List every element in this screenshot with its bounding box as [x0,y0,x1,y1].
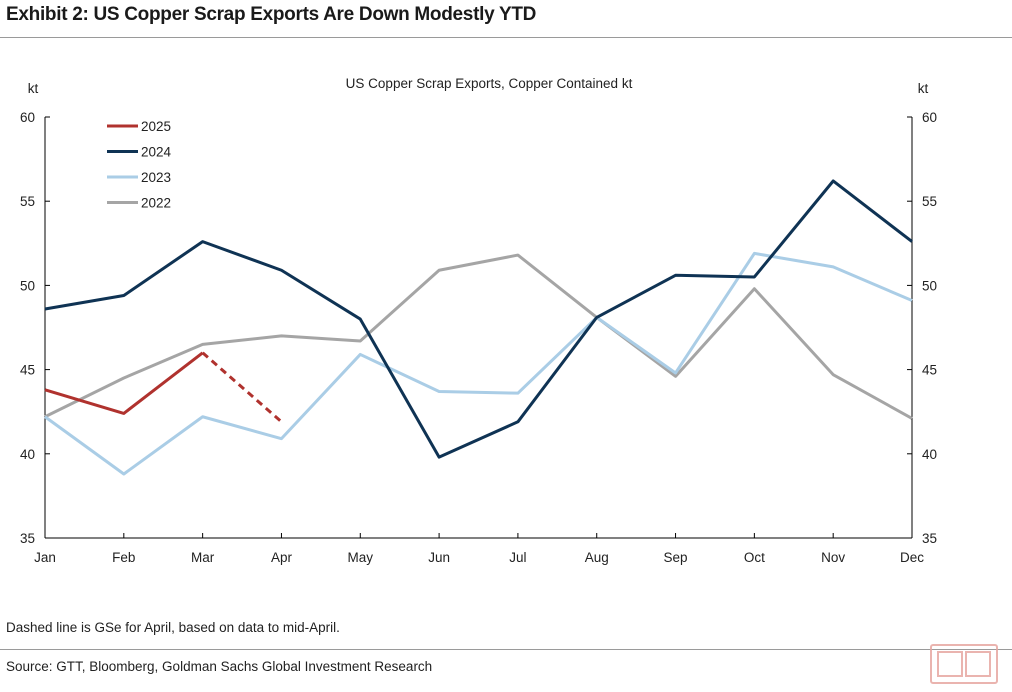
legend-label-2023: 2023 [141,170,171,185]
series-line-2024 [44,179,913,459]
left-y-tick-label: 40 [20,447,35,462]
title-divider [0,37,1012,38]
x-tick-label: Jun [428,550,450,565]
legend-label-2022: 2022 [141,196,171,211]
watermark-logo [930,644,998,684]
left-y-tick-label: 60 [20,110,35,125]
footnote: Dashed line is GSe for April, based on d… [6,620,340,635]
series-estimate-2025 [201,351,283,423]
x-tick-label: Aug [585,550,609,565]
right-y-tick-label: 45 [922,363,937,378]
axes: 35 35 40 40 45 45 50 50 55 55 60 60 Jan Feb Mar Apr May J… [20,110,937,565]
series-line-2023 [44,251,913,476]
x-tick-label: Oct [744,550,765,565]
legend: 2025 2024 2023 2022 [107,119,172,211]
right-y-tick-label: 35 [922,531,937,546]
legend-label-2025: 2025 [141,119,171,134]
series-line-2025 [44,351,204,415]
left-axis-unit: kt [28,81,39,96]
chart-subtitle: US Copper Scrap Exports, Copper Containe… [346,76,633,91]
left-y-tick-label: 45 [20,363,35,378]
x-tick-label: Mar [191,550,215,565]
left-y-tick-label: 35 [20,531,35,546]
exhibit-title: Exhibit 2: US Copper Scrap Exports Are D… [6,4,537,25]
x-tick-label: Nov [821,550,845,565]
x-tick-label: Dec [900,550,924,565]
series-lines [44,179,913,476]
x-tick-label: Feb [112,550,135,565]
legend-label-2024: 2024 [141,145,172,160]
left-y-tick-label: 55 [20,194,35,209]
right-y-tick-label: 55 [922,194,937,209]
right-y-tick-label: 40 [922,447,937,462]
line-chart: US Copper Scrap Exports, Copper Containe… [20,76,937,565]
footer-divider [0,649,1012,650]
series-line-2022 [44,253,913,420]
x-tick-label: May [348,550,374,565]
x-tick-label: Jan [34,550,56,565]
source-line: Source: GTT, Bloomberg, Goldman Sachs Gl… [6,659,433,674]
right-y-tick-label: 60 [922,110,937,125]
left-y-tick-label: 50 [20,278,35,293]
right-y-tick-label: 50 [922,278,937,293]
x-tick-label: Jul [509,550,526,565]
right-axis-unit: kt [918,81,929,96]
x-tick-label: Sep [664,550,688,565]
x-tick-label: Apr [271,550,293,565]
